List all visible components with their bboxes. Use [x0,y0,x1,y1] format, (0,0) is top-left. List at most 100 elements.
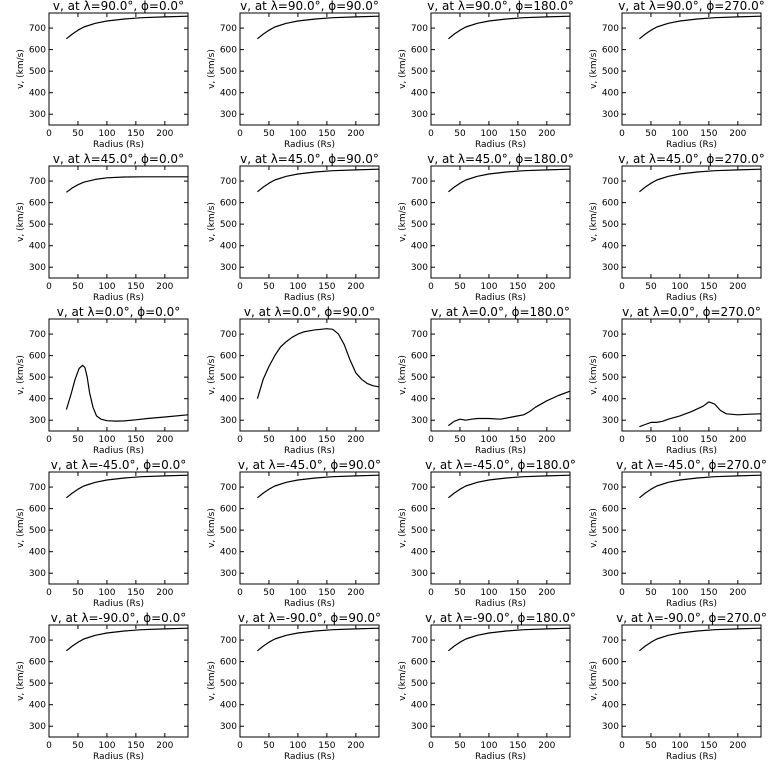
y-tick-label: 500 [602,373,619,383]
plot-frame [621,165,762,279]
y-tick-label: 500 [411,526,428,536]
chart-title: v, at λ=-90.0°, ϕ=90.0° [238,611,381,625]
x-tick-label: 200 [729,435,746,445]
y-tick-label: 400 [602,701,619,711]
x-tick-label: 0 [237,129,243,139]
y-tick-label: 700 [411,330,428,340]
y-axis-label: v, (km/s) [589,508,599,548]
y-tick-label: 500 [411,679,428,689]
x-axis-label: Radius (Rs) [666,293,717,303]
x-axis-label: Radius (Rs) [475,140,526,150]
plot-frame [621,471,762,585]
series-line [448,627,571,652]
y-tick-label: 600 [602,352,619,362]
x-tick-label: 200 [538,741,555,751]
x-tick-label: 150 [127,282,144,292]
y-axis-label: v, (km/s) [589,202,599,242]
x-tick-label: 100 [671,435,688,445]
y-tick-label: 500 [29,67,46,77]
x-tick-label: 100 [480,588,497,598]
plot-frame [430,12,571,126]
x-axis-label: Radius (Rs) [93,446,144,456]
chart-panel: v, at λ=0.0°, ϕ=180.0° 0 50 100 150 200 300 400… [398,305,571,456]
x-tick-label: 50 [454,435,466,445]
x-axis-label: Radius (Rs) [475,446,526,456]
y-tick-label: 700 [411,24,428,34]
y-tick-label: 300 [29,722,46,732]
y-tick-label: 300 [602,569,619,579]
y-tick-label: 500 [220,373,237,383]
x-tick-label: 100 [98,435,115,445]
x-tick-label: 0 [237,741,243,751]
series-line [66,176,188,193]
x-tick-label: 100 [289,435,306,445]
x-axis-label: Radius (Rs) [93,599,144,609]
y-tick-label: 300 [220,110,237,120]
chart-title: v, at λ=90.0°, ϕ=270.0° [618,0,764,13]
x-tick-label: 150 [509,741,526,751]
x-tick-label: 150 [318,129,335,139]
y-tick-label: 400 [411,701,428,711]
x-tick-label: 0 [619,129,625,139]
y-tick-label: 400 [29,242,46,252]
y-tick-label: 600 [220,505,237,515]
x-tick-label: 50 [72,741,84,751]
y-axis-label: v, (km/s) [16,202,26,242]
x-tick-label: 50 [454,588,466,598]
y-tick-label: 700 [29,330,46,340]
series-line [639,474,762,499]
x-axis-label: Radius (Rs) [284,293,335,303]
y-tick-label: 300 [411,110,428,120]
x-axis-label: Radius (Rs) [666,446,717,456]
x-tick-label: 0 [237,282,243,292]
series-line [257,15,380,40]
x-tick-label: 0 [428,435,434,445]
plot-frame [48,318,189,432]
x-axis-label: Radius (Rs) [475,599,526,609]
y-tick-label: 600 [411,199,428,209]
y-tick-label: 500 [220,67,237,77]
y-tick-label: 500 [411,220,428,230]
chart-title: v, at λ=45.0°, ϕ=0.0° [53,152,184,166]
plot-frame [430,165,571,279]
x-axis-label: Radius (Rs) [666,752,717,762]
y-tick-label: 300 [411,569,428,579]
y-tick-label: 400 [411,395,428,405]
x-axis-label: Radius (Rs) [284,140,335,150]
chart-panel: v, at λ=90.0°, ϕ=180.0° 0 50 100 150 200 300 40… [398,0,574,150]
x-tick-label: 200 [156,129,173,139]
x-tick-label: 150 [127,435,144,445]
x-tick-label: 150 [700,282,717,292]
y-tick-label: 300 [29,569,46,579]
chart-panel: v, at λ=45.0°, ϕ=180.0° 0 50 100 150 200 300 40… [398,152,574,303]
x-tick-label: 150 [318,588,335,598]
y-tick-label: 500 [220,679,237,689]
x-axis-label: Radius (Rs) [475,293,526,303]
chart-panel: v, at λ=0.0°, ϕ=270.0° 0 50 100 150 200 300 400… [589,305,762,456]
y-tick-label: 600 [29,658,46,668]
y-tick-label: 700 [220,483,237,493]
y-tick-label: 400 [220,89,237,99]
x-tick-label: 100 [98,129,115,139]
x-tick-label: 150 [509,588,526,598]
plot-frame [430,624,571,738]
x-tick-label: 200 [156,741,173,751]
plot-frame [48,165,189,279]
chart-title: v, at λ=90.0°, ϕ=180.0° [427,0,573,13]
y-tick-label: 300 [602,416,619,426]
x-tick-label: 0 [46,741,52,751]
y-tick-label: 500 [220,526,237,536]
x-axis-label: Radius (Rs) [284,446,335,456]
x-tick-label: 200 [156,435,173,445]
x-tick-label: 200 [156,282,173,292]
y-tick-label: 300 [602,263,619,273]
x-tick-label: 0 [237,435,243,445]
y-tick-label: 400 [602,395,619,405]
y-tick-label: 400 [411,89,428,99]
x-tick-label: 50 [645,129,657,139]
x-tick-label: 150 [318,282,335,292]
x-tick-label: 50 [454,741,466,751]
y-tick-label: 500 [602,220,619,230]
y-axis-label: v, (km/s) [207,355,217,395]
